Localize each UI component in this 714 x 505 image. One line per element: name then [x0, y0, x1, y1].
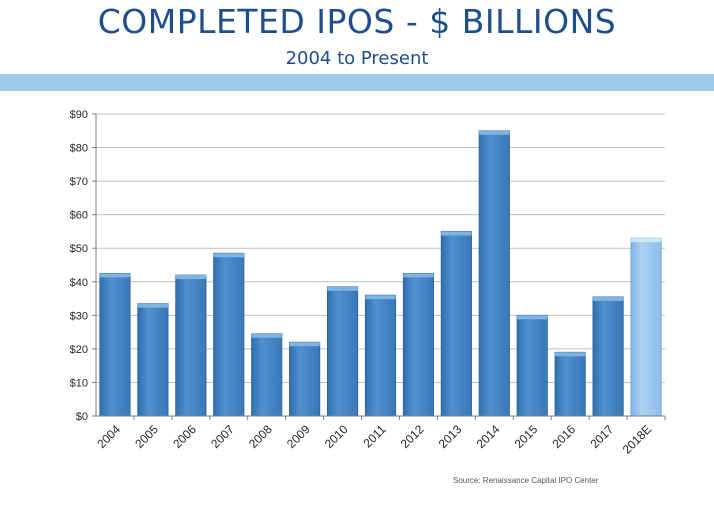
x-tick-label: 2018E: [620, 422, 654, 456]
page-title: COMPLETED IPOS - $ BILLIONS: [97, 2, 617, 41]
bar-top-highlight: [517, 315, 548, 320]
y-tick-label: $80: [70, 143, 88, 155]
x-tick-label: 2015: [512, 422, 541, 451]
bar-top-highlight: [403, 273, 434, 278]
x-tick-label: 2012: [398, 422, 427, 451]
bar-2010: [326, 286, 359, 417]
bar-2004: [99, 272, 131, 417]
y-tick-label: $60: [70, 210, 88, 222]
bar-2007: [213, 252, 245, 417]
bar-top-highlight: [630, 238, 662, 243]
x-tick-label: 2017: [587, 422, 616, 451]
x-tick-label: 2013: [436, 422, 465, 451]
source-note: Source: Renaissance Capital IPO Center: [453, 476, 599, 485]
bar-top-highlight: [175, 275, 207, 280]
bar-top-highlight: [213, 253, 244, 258]
bar-2017: [592, 296, 624, 417]
x-tick-label: 2010: [322, 422, 351, 451]
x-tick-label: 2006: [170, 422, 199, 451]
bar-top-highlight: [327, 286, 358, 291]
bar-2009: [289, 341, 321, 417]
bar-2015: [516, 314, 548, 417]
bar-top-highlight: [289, 342, 320, 347]
bar-2016: [554, 351, 586, 417]
y-tick-label: $30: [70, 310, 88, 322]
x-tick-label: 2016: [550, 422, 579, 451]
page-subtitle: 2004 to Present: [285, 48, 429, 69]
bar-2006: [175, 274, 207, 417]
bar-2018E: [630, 237, 662, 417]
y-tick-label: $90: [70, 109, 88, 121]
bar-top-highlight: [441, 231, 472, 236]
bar-2014: [478, 130, 510, 417]
x-tick-label: 2004: [94, 422, 123, 451]
x-tick-label: 2009: [284, 422, 313, 451]
bar-top-highlight: [592, 296, 624, 301]
y-tick-label: $0: [76, 411, 88, 423]
header-band: [0, 74, 714, 91]
y-tick-label: $50: [70, 243, 88, 255]
bar-top-highlight: [137, 303, 169, 308]
bar-top-highlight: [554, 352, 586, 357]
x-tick-label: 2007: [208, 422, 237, 451]
y-tick-label: $20: [70, 344, 88, 356]
x-tick-label: 2011: [360, 422, 388, 450]
x-tick-label: 2008: [246, 422, 275, 451]
bar-2008: [251, 333, 283, 417]
bar-top-highlight: [251, 333, 282, 338]
y-tick-label: $70: [70, 176, 88, 188]
bar-2012: [402, 272, 435, 417]
y-tick-label: $40: [70, 277, 88, 289]
bar-2005: [137, 303, 169, 417]
bar-2013: [440, 231, 472, 417]
bar-top-highlight: [365, 295, 396, 300]
bar-top-highlight: [99, 273, 131, 278]
bar-2011: [364, 294, 397, 417]
y-tick-label: $10: [70, 377, 88, 389]
x-tick-label: 2014: [474, 422, 503, 451]
x-tick-label: 2005: [132, 422, 161, 451]
bar-top-highlight: [479, 130, 510, 135]
